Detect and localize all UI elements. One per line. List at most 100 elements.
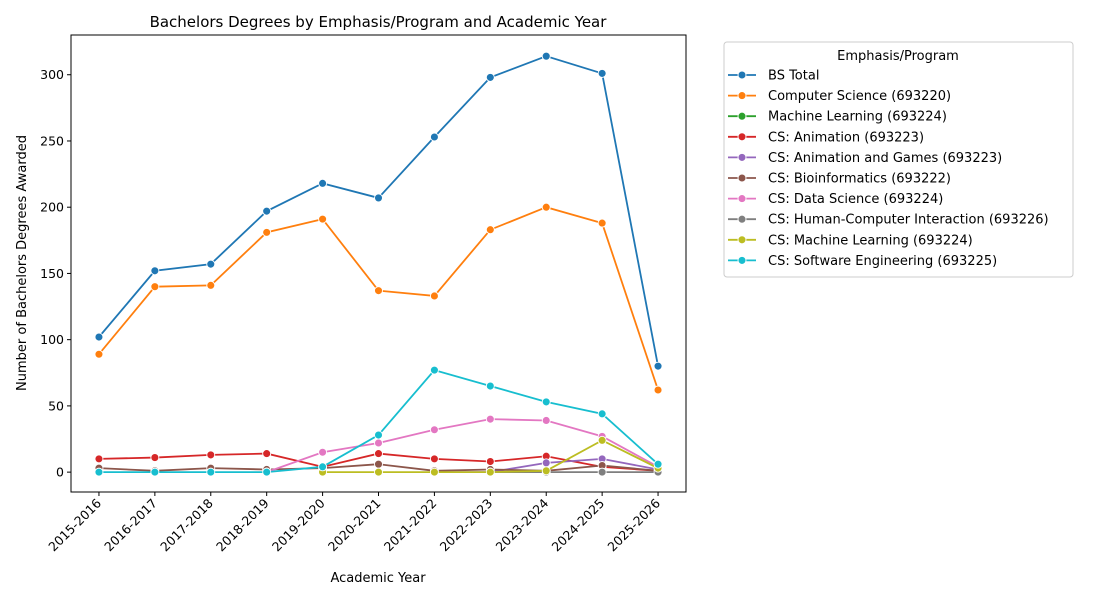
data-point [150,266,160,276]
legend-item: Machine Learning (693224) [728,110,947,125]
data-point [485,414,495,424]
data-point [262,467,272,477]
data-point [653,459,663,469]
legend-item: CS: Software Engineering (693225) [728,254,997,269]
data-point [429,467,439,477]
legend-label: Machine Learning (693224) [768,110,947,125]
y-tick-label: 200 [40,200,64,215]
data-point [206,280,216,290]
data-point [541,458,551,468]
data-point [541,397,551,407]
legend-marker-icon [737,173,747,183]
data-point [541,416,551,425]
x-tick-label: 2025-2026 [604,495,663,554]
data-point [318,447,328,457]
legend-label: CS: Animation and Games (693223) [768,151,1002,166]
series-0 [94,51,663,371]
data-point [206,259,216,269]
data-point [374,438,383,448]
x-tick-label: 2015-2016 [45,495,104,554]
legend: Emphasis/Program BS Total Computer Scienc… [723,41,1074,278]
data-point [541,466,551,476]
legend-label: CS: Machine Learning (693224) [768,233,973,248]
data-point [485,72,495,82]
chart-title: Bachelors Degrees by Emphasis/Program an… [150,13,608,31]
series-line [98,55,659,367]
y-tick-label: 0 [56,465,64,480]
data-point [597,68,607,78]
legend-label: CS: Animation (693223) [768,130,924,145]
y-tick-label: 250 [40,133,64,148]
data-point [541,51,551,61]
data-point [94,349,104,359]
legend-title: Emphasis/Program [837,49,959,64]
data-point [262,227,272,237]
data-point [597,409,607,419]
y-axis: 0 50 100 150 200 250 300 [40,67,71,480]
data-point [150,453,160,463]
legend-label: CS: Bioinformatics (693222) [768,172,951,187]
data-point [485,457,495,466]
data-point [597,435,607,445]
data-point [597,218,607,228]
legend-label: BS Total [768,69,819,84]
legend-marker-icon [737,132,747,142]
data-point [94,467,104,477]
legend-item: CS: Data Science (693224) [728,192,943,207]
data-point [429,365,439,375]
legend-item: CS: Bioinformatics (693222) [728,172,951,187]
y-axis-label: Number of Bachelors Degrees Awarded [15,135,30,391]
legend-item: CS: Machine Learning (693224) [728,233,973,248]
series-line [98,206,659,391]
data-point [374,449,383,459]
legend-label: Computer Science (693220) [768,89,951,104]
data-point [653,361,663,371]
plot-frame [70,34,687,493]
data-point [374,430,383,440]
legend-marker-icon [737,235,747,245]
x-tick-label: 2016-2017 [101,496,160,555]
data-point [485,381,495,391]
x-tick-label: 2019-2020 [269,495,328,554]
legend-label: CS: Human-Computer Interaction (693226) [768,213,1049,228]
data-point [429,454,439,464]
legend-marker-icon [737,152,747,162]
data-point [318,178,328,188]
data-point [485,467,495,477]
series-line [266,418,659,473]
y-tick-label: 100 [40,332,64,347]
data-point [150,282,160,292]
y-tick-label: 300 [40,67,64,82]
x-tick-label: 2022-2023 [437,496,496,555]
data-point [150,467,160,477]
data-point [653,385,663,395]
data-point [262,206,272,216]
legend-box [723,41,1074,278]
x-axis: 2015-20162016-20172017-20182018-20192019… [45,492,663,554]
legend-marker-icon [737,111,747,121]
legend-marker-icon [737,70,747,80]
data-point [485,225,495,235]
x-tick-label: 2024-2025 [548,496,607,555]
legend-label: CS: Data Science (693224) [768,192,943,207]
x-tick-label: 2021-2022 [381,496,440,555]
legend-label: CS: Software Engineering (693225) [768,254,997,269]
legend-item: CS: Animation and Games (693223) [728,151,1002,166]
y-tick-label: 150 [40,266,64,281]
series-9 [94,365,663,477]
legend-marker-icon [737,255,747,265]
data-point [429,425,439,435]
data-point [206,450,216,460]
data-point [374,467,383,477]
series-1 [94,202,663,395]
legend-marker-icon [737,214,747,224]
data-point [374,193,383,203]
legend-item: CS: Human-Computer Interaction (693226) [728,213,1049,228]
legend-marker-icon [737,91,747,101]
y-tick-label: 50 [48,398,64,413]
x-tick-label: 2023-2024 [493,495,552,554]
data-point [597,467,607,477]
data-point [206,467,216,477]
data-point [429,132,439,142]
